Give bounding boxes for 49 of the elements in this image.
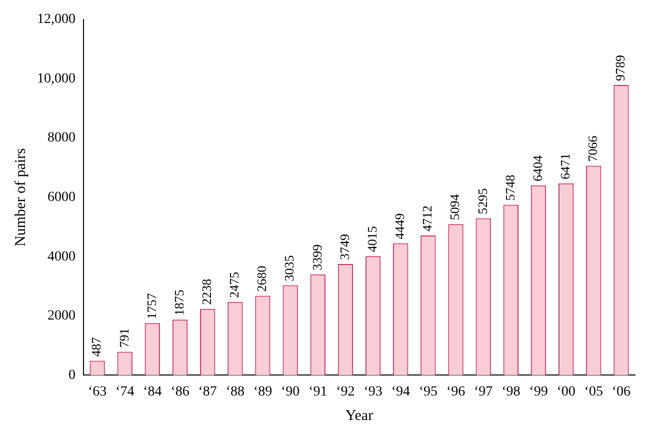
x-tick-label: ‘93 (364, 384, 382, 400)
y-axis-title: Number of pairs (12, 148, 29, 246)
y-tick-label: 10,000 (37, 71, 76, 86)
data-label: 6471 (557, 153, 572, 180)
x-tick-label: ‘74 (116, 384, 134, 400)
y-tick-label: 4000 (48, 249, 76, 264)
y-tick-label: 0 (68, 368, 76, 383)
data-label: 3399 (309, 244, 324, 270)
data-label: 6404 (530, 154, 545, 182)
data-label: 5748 (502, 174, 518, 201)
y-tick-label: 12,000 (37, 12, 76, 28)
x-tick-label: ‘06 (612, 384, 631, 400)
x-tick-label: ‘97 (474, 384, 493, 400)
data-label: 9789 (612, 54, 628, 81)
x-tick-label: ‘92 (336, 384, 355, 400)
x-tick-label: ‘05 (584, 384, 603, 400)
x-tick-label: ‘87 (198, 384, 217, 400)
data-label: 5295 (474, 188, 490, 214)
x-tick-label: ‘89 (253, 384, 272, 400)
data-label: 3035 (282, 255, 297, 282)
y-tick-label: 2000 (48, 308, 76, 324)
x-tick-label: ‘84 (143, 384, 162, 400)
x-tick-label: ‘94 (391, 384, 410, 400)
data-label: 7066 (585, 135, 600, 162)
y-tick-label: 6000 (48, 190, 76, 205)
x-tick-label: ‘63 (88, 384, 107, 400)
data-label: 4015 (364, 226, 380, 252)
x-tick-label: ‘91 (308, 384, 328, 400)
x-tick-label: ‘86 (170, 384, 190, 400)
data-label: 1875 (171, 290, 186, 316)
data-label: 791 (116, 328, 132, 348)
x-tick-label: ‘88 (226, 384, 244, 400)
y-tick-label: 8000 (48, 130, 76, 146)
data-label: 2475 (226, 272, 242, 298)
x-axis-title: Year (345, 408, 374, 424)
x-tick-label: ‘96 (446, 384, 466, 400)
data-label: 487 (88, 336, 104, 357)
data-label: 1757 (144, 292, 159, 320)
x-tick-label: ‘98 (502, 384, 520, 400)
data-label: 4449 (392, 213, 408, 240)
x-tick-label: ‘90 (280, 384, 300, 400)
data-label: 4712 (420, 205, 435, 232)
x-tick-label: ‘00 (556, 384, 576, 400)
x-tick-label: ‘99 (529, 384, 548, 400)
x-tick-label: ‘95 (418, 384, 438, 400)
data-label: 2238 (199, 278, 214, 305)
data-label: 2680 (254, 266, 270, 292)
data-label: 5094 (447, 194, 462, 220)
data-label: 3749 (336, 234, 352, 260)
